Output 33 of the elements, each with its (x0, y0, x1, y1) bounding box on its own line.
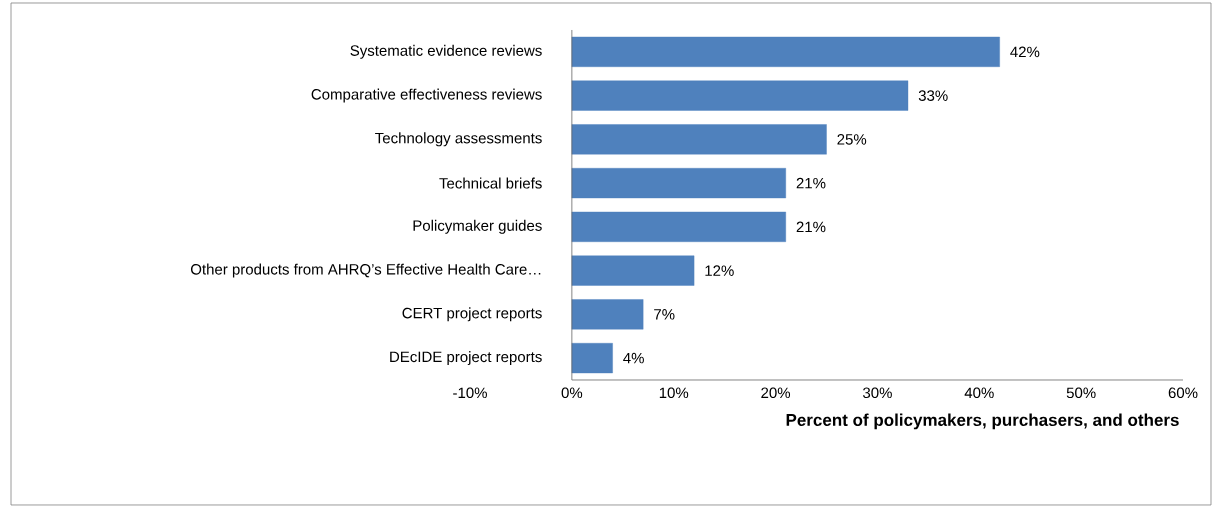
x-tick-label: 10% (659, 387, 689, 399)
data-label: 4% (623, 352, 644, 364)
data-label: 7% (654, 309, 675, 320)
y-tick-label: CERT project reports (402, 307, 542, 322)
y-tick-label: Systematic evidence reviews (350, 44, 542, 59)
y-tick-label: Technical briefs (439, 177, 542, 189)
x-tick-label: 40% (964, 387, 994, 399)
x-tick-label: 20% (761, 387, 791, 399)
y-tick-label: Other products from AHRQ’s Effective Health Care… (190, 263, 541, 278)
bar (571, 124, 827, 155)
y-tick-label: Comparative effectiveness reviews (311, 88, 542, 103)
x-tick-label: 50% (1066, 387, 1096, 399)
data-label: 33% (918, 90, 948, 101)
data-label: 21% (796, 221, 826, 233)
data-label: 21% (796, 177, 826, 189)
x-tick-label: -10% (453, 387, 487, 399)
data-label: 25% (837, 134, 867, 145)
bar (571, 168, 786, 199)
y-tick-label: Technology assessments (375, 132, 542, 147)
bar (571, 36, 1000, 67)
x-tick-label: 60% (1168, 387, 1198, 399)
bar (571, 80, 909, 111)
bar (571, 343, 613, 374)
bar (571, 255, 695, 286)
x-axis-title: Percent of policymakers, purchasers, and others (786, 413, 1179, 430)
x-tick-label: 0% (561, 387, 583, 399)
bar (571, 299, 644, 330)
data-label: 12% (705, 265, 734, 276)
data-label: 42% (1010, 46, 1040, 58)
y-tick-label: DEcIDE project reports (390, 351, 542, 366)
bar (571, 211, 786, 242)
x-tick-label: 30% (863, 387, 892, 399)
y-tick-label: Policymaker guides (413, 219, 542, 234)
